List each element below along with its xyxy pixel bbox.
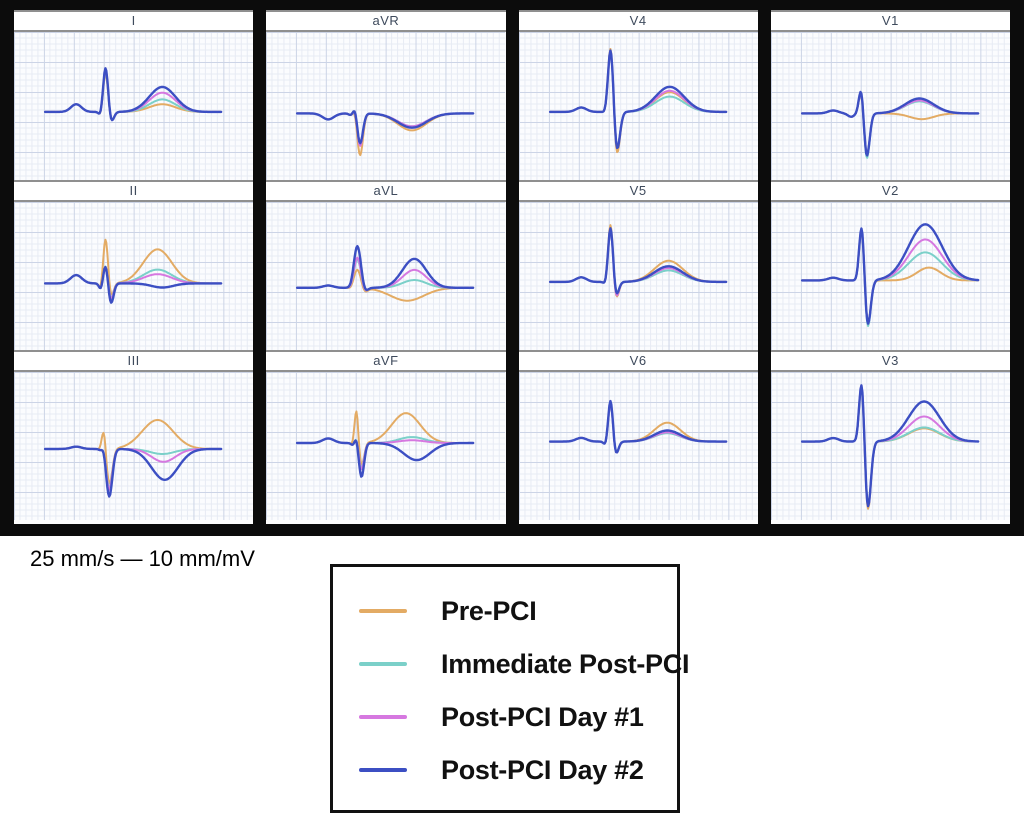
legend-line-swatch-icon: [359, 662, 407, 666]
legend-box: Pre-PCI Immediate Post-PCI Post-PCI Day …: [330, 564, 689, 813]
ecg-lead-grid: I II III aVR aVL aVF V4 V5 V6 V1 V2 V3: [0, 0, 1024, 536]
legend-entry-pre-pci: Pre-PCI: [359, 591, 657, 631]
paper-scale-note: 25 mm/s — 10 mm/mV: [30, 546, 255, 571]
lead-title-aVL: aVL: [266, 180, 506, 202]
ecg-column-2: aVR aVL aVF: [266, 10, 506, 524]
ecg-column-1: I II III: [14, 10, 254, 524]
lead-title-V5: V5: [518, 180, 758, 202]
lead-panel-I: I: [14, 10, 254, 180]
lead-trace-plot-aVL: [266, 202, 506, 350]
ecg-column-4: V1 V2 V3: [770, 10, 1010, 524]
figure-footer: 25 mm/s — 10 mm/mV Pre-PCI Immediate Pos…: [0, 536, 1024, 813]
ecg-grid-lines: [518, 202, 758, 350]
lead-title-III: III: [14, 350, 254, 372]
lead-panel-V3: V3: [770, 350, 1010, 520]
lead-trace-plot-V5: [518, 202, 758, 350]
ecg-grid-lines: [266, 202, 506, 350]
lead-panel-V4: V4: [518, 10, 758, 180]
lead-title-V3: V3: [770, 350, 1010, 372]
lead-title-V2: V2: [770, 180, 1010, 202]
ecg-column-3: V4 V5 V6: [518, 10, 758, 524]
lead-trace-plot-I: [14, 32, 254, 180]
legend-label: Post-PCI Day #1: [441, 701, 644, 732]
lead-title-II: II: [14, 180, 254, 202]
trace-aVL-post-pci-day-2: [296, 245, 475, 292]
trace-III-post-pci-day-2: [43, 445, 223, 498]
trace-V5-post-pci-day-2: [548, 227, 727, 295]
lead-trace-plot-V1: [770, 32, 1010, 180]
legend-label: Immediate Post-PCI: [441, 648, 690, 679]
ecg-grid-lines: [770, 372, 1010, 520]
lead-trace-plot-V3: [770, 372, 1010, 520]
lead-trace-plot-V6: [518, 372, 758, 520]
lead-panel-aVL: aVL: [266, 180, 506, 350]
trace-aVR-post-pci-day-2: [296, 110, 475, 145]
lead-title-V1: V1: [770, 10, 1010, 32]
ecg-grid-lines: [14, 372, 254, 520]
lead-panel-III: III: [14, 350, 254, 520]
lead-trace-plot-II: [14, 202, 254, 350]
lead-title-V6: V6: [518, 350, 758, 372]
lead-panel-V2: V2: [770, 180, 1010, 350]
legend-entry-post-pci-day-2: Post-PCI Day #2: [359, 750, 657, 790]
lead-panel-V6: V6: [518, 350, 758, 520]
ecg-grid-lines: [770, 32, 1010, 180]
trace-aVF-post-pci-day-2: [296, 437, 475, 478]
ecg-grid-lines: [518, 32, 758, 180]
lead-panel-V5: V5: [518, 180, 758, 350]
trace-V1-post-pci-day-2: [800, 90, 980, 157]
lead-title-aVF: aVF: [266, 350, 506, 372]
trace-II-post-pci-day-2: [43, 265, 223, 304]
trace-V2-post-pci-day-2: [800, 223, 980, 325]
ecg-grid-lines: [266, 372, 506, 520]
ecg-grid-lines: [14, 32, 254, 180]
trace-V3-post-pci-day-2: [800, 384, 980, 508]
legend-line-swatch-icon: [359, 715, 407, 719]
lead-title-V4: V4: [518, 10, 758, 32]
lead-trace-plot-aVF: [266, 372, 506, 520]
legend-entry-post-pci-day-1: Post-PCI Day #1: [359, 697, 657, 737]
lead-panel-aVF: aVF: [266, 350, 506, 520]
legend-line-swatch-icon: [359, 768, 407, 772]
trace-I-post-pci-day-2: [43, 67, 223, 122]
legend-label: Post-PCI Day #2: [441, 754, 644, 785]
trace-V4-post-pci-day-2: [548, 49, 727, 150]
legend-line-swatch-icon: [359, 609, 407, 613]
lead-trace-plot-III: [14, 372, 254, 520]
lead-panel-V1: V1: [770, 10, 1010, 180]
ecg-grid-lines: [518, 372, 758, 520]
trace-V6-post-pci-day-2: [548, 399, 727, 454]
lead-trace-plot-V2: [770, 202, 1010, 350]
lead-panel-II: II: [14, 180, 254, 350]
lead-title-aVR: aVR: [266, 10, 506, 32]
ecg-grid-lines: [266, 32, 506, 180]
lead-title-I: I: [14, 10, 254, 32]
legend-label: Pre-PCI: [441, 595, 537, 626]
lead-trace-plot-aVR: [266, 32, 506, 180]
lead-panel-aVR: aVR: [266, 10, 506, 180]
lead-trace-plot-V4: [518, 32, 758, 180]
legend-entry-immediate-post-pci: Immediate Post-PCI: [359, 644, 689, 684]
